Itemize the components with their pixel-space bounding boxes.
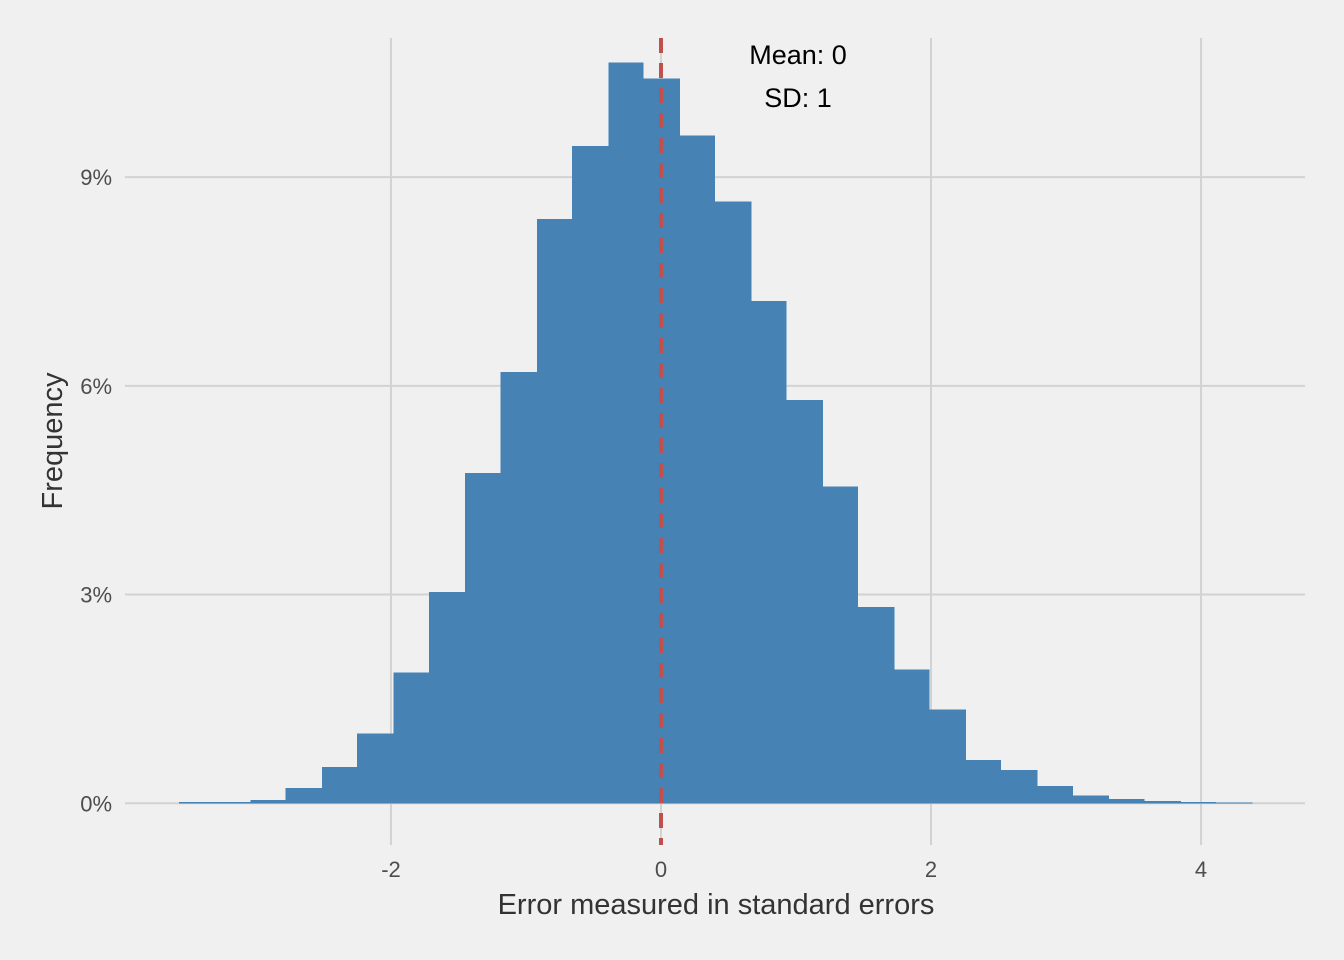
histogram-bar <box>322 767 358 804</box>
y-tick-label: 6% <box>80 374 112 399</box>
histogram-bar <box>285 787 323 804</box>
x-tick-label: 0 <box>655 857 667 882</box>
y-axis-title: Frequency <box>37 372 69 510</box>
histogram-bar <box>929 709 967 804</box>
histogram-bar <box>179 801 215 804</box>
x-axis-title: Error measured in standard errors <box>498 889 935 921</box>
x-tick-label: 2 <box>925 857 937 882</box>
histogram-bar <box>393 672 429 804</box>
histogram-bar <box>357 733 394 804</box>
histogram-bar <box>823 486 859 804</box>
histogram-bar <box>1215 802 1253 804</box>
histogram-bar <box>250 799 286 804</box>
sd-annotation: SD: 1 <box>764 83 832 113</box>
histogram-bar <box>500 371 537 804</box>
x-axis-tick-labels: -2 0 2 4 <box>381 857 1207 882</box>
histogram-bar <box>894 669 930 804</box>
x-tick-label: -2 <box>381 857 401 882</box>
histogram-bar <box>465 472 501 804</box>
histogram-bar <box>715 201 752 804</box>
histogram-bar <box>608 62 644 804</box>
histogram-bar <box>751 300 787 804</box>
y-axis-tick-labels: 0% 3% 6% 9% <box>80 165 112 816</box>
y-tick-label: 9% <box>80 165 112 190</box>
y-tick-label: 0% <box>80 791 112 816</box>
mean-annotation: Mean: 0 <box>749 40 847 70</box>
histogram-bar <box>858 607 895 804</box>
histogram-bar <box>966 760 1002 804</box>
histogram-bar <box>1144 801 1181 804</box>
histogram-bar <box>1001 769 1038 804</box>
x-tick-label: 4 <box>1195 857 1207 882</box>
histogram-bar <box>536 218 572 804</box>
histogram-bar <box>1180 801 1216 804</box>
histogram-bar <box>679 135 715 804</box>
histogram-bars <box>179 62 1253 804</box>
y-tick-label: 3% <box>80 583 112 608</box>
histogram-bar <box>214 801 251 804</box>
histogram-bar <box>428 591 466 804</box>
histogram-bar <box>1072 795 1110 804</box>
histogram-bar <box>1037 785 1073 804</box>
histogram-bar <box>1109 799 1145 804</box>
histogram-bar <box>786 399 824 804</box>
histogram-bar <box>571 145 609 804</box>
